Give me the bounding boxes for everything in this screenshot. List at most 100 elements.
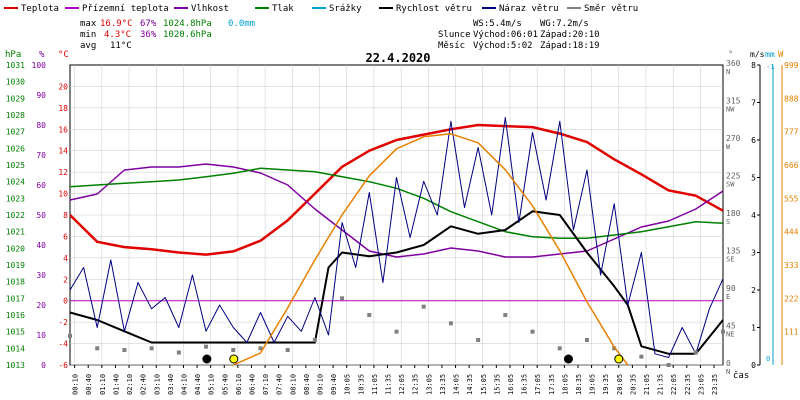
tick-wind: 0 bbox=[751, 361, 756, 370]
legend-label: Rychlost větru bbox=[396, 4, 472, 14]
tick-direction-name: E bbox=[726, 293, 730, 301]
direction-point bbox=[68, 333, 72, 338]
legend-label: Přízemní teplota bbox=[82, 4, 169, 14]
tick-x: 15:05 bbox=[480, 374, 488, 395]
direction-point bbox=[231, 348, 236, 352]
markers-layer bbox=[202, 354, 624, 364]
tick-temperature: -4 bbox=[58, 340, 68, 349]
axis-label-pressure: hPa bbox=[5, 50, 21, 60]
direction-point bbox=[666, 363, 671, 367]
tick-x: 05:10 bbox=[208, 374, 216, 395]
direction-point bbox=[285, 348, 290, 352]
stats-max-temp: 16.9°C bbox=[100, 19, 133, 29]
direction-point bbox=[149, 346, 154, 351]
moon-rise: Východ:5:02 bbox=[473, 41, 533, 51]
tick-humidity: 20 bbox=[36, 301, 46, 310]
direction-point bbox=[612, 346, 617, 351]
tick-x: 12:35 bbox=[412, 374, 420, 395]
direction-point bbox=[639, 354, 644, 359]
tick-humidity: 100 bbox=[32, 61, 47, 70]
moonrise-marker bbox=[202, 354, 212, 364]
tick-x: 04:10 bbox=[180, 374, 188, 395]
tick-x: 18:05 bbox=[561, 374, 569, 395]
sun-set: Západ:20:10 bbox=[540, 30, 600, 40]
tick-temperature: -6 bbox=[58, 361, 68, 370]
tick-x: 20:05 bbox=[616, 374, 624, 395]
axis-label-temperature: °C bbox=[58, 50, 69, 60]
tick-x: 14:05 bbox=[453, 374, 461, 395]
tick-x: 07:40 bbox=[276, 374, 284, 395]
tick-rain: -1 bbox=[766, 63, 774, 71]
direction-point bbox=[312, 338, 317, 342]
tick-pressure: 1030 bbox=[6, 78, 25, 87]
tick-temperature: 2 bbox=[63, 275, 68, 284]
tick-solar: 555 bbox=[784, 194, 799, 203]
tick-x: 00:40 bbox=[85, 374, 93, 395]
tick-pressure: 1022 bbox=[6, 211, 25, 220]
tick-solar: 666 bbox=[784, 161, 799, 170]
tick-temperature: 4 bbox=[63, 254, 68, 263]
tick-x: 03:40 bbox=[167, 374, 175, 395]
tick-humidity: 50 bbox=[36, 211, 46, 220]
tick-direction-name: SW bbox=[726, 181, 735, 189]
moonset-marker bbox=[563, 354, 573, 364]
direction-point bbox=[557, 346, 562, 351]
tick-wind: 8 bbox=[751, 61, 756, 70]
sunset-marker bbox=[614, 354, 624, 364]
tick-humidity: 40 bbox=[36, 241, 46, 250]
axis-label-wind: m/s bbox=[750, 50, 765, 59]
tick-direction-name: S bbox=[726, 218, 730, 226]
tick-temperature: 12 bbox=[58, 168, 68, 177]
tick-direction-name: N bbox=[726, 368, 730, 376]
tick-pressure: 1015 bbox=[6, 328, 25, 337]
tick-x: 11:35 bbox=[385, 374, 393, 395]
tick-direction: 315 bbox=[726, 97, 741, 106]
tick-x: 16:35 bbox=[521, 374, 529, 395]
tick-x: 10:05 bbox=[344, 374, 352, 395]
stats-max-label: max bbox=[80, 19, 97, 29]
tick-x: 07:10 bbox=[262, 374, 270, 395]
tick-solar: 999 bbox=[784, 61, 799, 70]
legend-label: Náraz větru bbox=[499, 4, 559, 14]
grid bbox=[70, 65, 723, 366]
tick-wind: 5 bbox=[751, 174, 756, 183]
tick-x: 10:35 bbox=[357, 374, 365, 395]
sun-label: Slunce bbox=[438, 30, 471, 40]
series-layer bbox=[68, 117, 725, 367]
tick-pressure: 1024 bbox=[6, 178, 25, 187]
legend-label: Srážky bbox=[329, 4, 362, 14]
moon-label: Měsíc bbox=[438, 41, 465, 51]
sunrise-marker bbox=[229, 354, 239, 364]
tick-x: 18:35 bbox=[575, 374, 583, 395]
tick-direction: 135 bbox=[726, 247, 741, 256]
tick-x: 06:40 bbox=[248, 374, 256, 395]
tick-x: 05:40 bbox=[221, 374, 229, 395]
series-line bbox=[69, 117, 724, 358]
tick-humidity: 10 bbox=[36, 331, 46, 340]
axis-label-direction: ° bbox=[728, 50, 733, 60]
direction-point bbox=[122, 348, 127, 352]
tick-x: 14:35 bbox=[466, 374, 474, 395]
stats-min-hum: 36% bbox=[140, 30, 157, 40]
astro-block: WS:5.4m/s WG:7.2m/s Slunce Východ:06:01 … bbox=[438, 19, 600, 51]
tick-solar: 888 bbox=[784, 94, 799, 103]
tick-pressure: 1018 bbox=[6, 278, 25, 287]
stats-block: max 16.9°C 67% 1024.8hPa 0.0mm min 4.3°C… bbox=[80, 19, 255, 51]
tick-direction-name: W bbox=[726, 143, 731, 151]
tick-temperature: 10 bbox=[58, 190, 68, 199]
tick-temperature: 16 bbox=[58, 125, 68, 134]
tick-pressure: 1020 bbox=[6, 244, 25, 253]
tick-direction: 0 bbox=[726, 359, 731, 368]
tick-x: 17:35 bbox=[548, 374, 556, 395]
tick-pressure: 1026 bbox=[6, 144, 25, 153]
tick-temperature: 14 bbox=[58, 147, 68, 156]
series-line bbox=[69, 210, 724, 355]
tick-wind: 1 bbox=[751, 324, 756, 333]
tick-x: 17:05 bbox=[534, 374, 542, 395]
series-line bbox=[232, 133, 629, 366]
tick-wind: 6 bbox=[751, 136, 756, 145]
tick-x: 21:35 bbox=[657, 374, 665, 395]
direction-point bbox=[340, 296, 345, 301]
tick-temperature: -2 bbox=[58, 318, 68, 327]
